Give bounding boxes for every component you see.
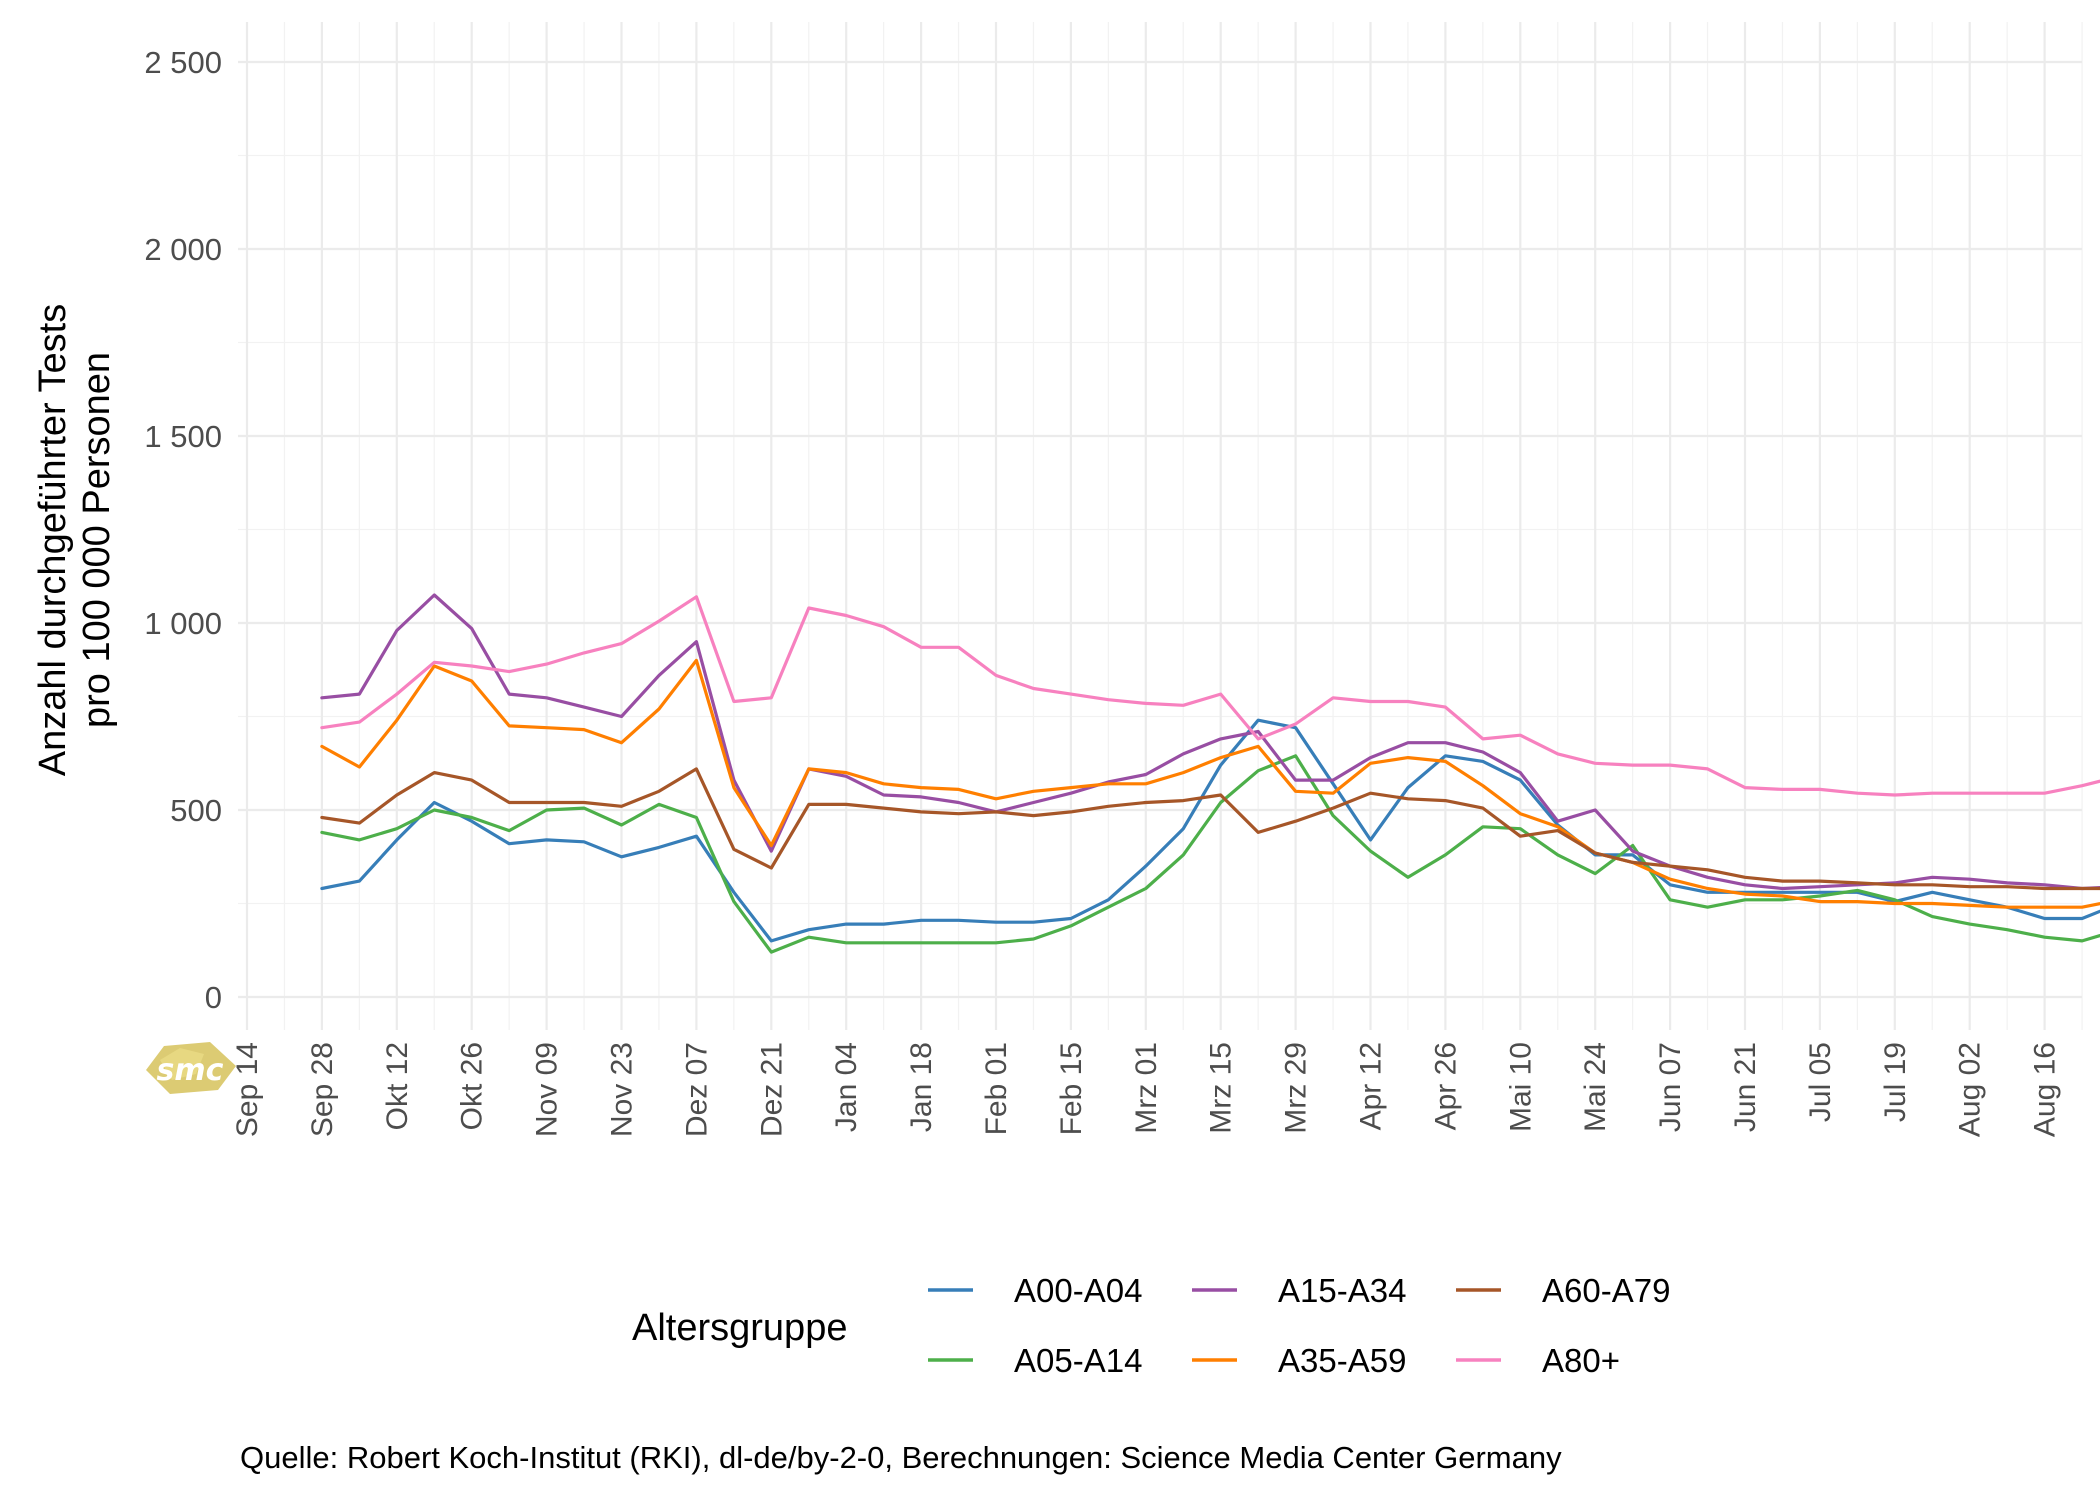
series-line-a35-a59	[320, 658, 2100, 909]
x-tick-label: Sep 28	[306, 1042, 339, 1137]
x-tick-label: Dez 07	[680, 1042, 713, 1137]
legend-label: A05-A14	[1014, 1342, 1142, 1379]
x-tick-label: Aug 16	[2029, 1042, 2062, 1137]
x-tick-label: Jun 07	[1654, 1042, 1687, 1132]
x-tick-label: Sep 14	[231, 1042, 264, 1137]
y-tick-label: 2 000	[144, 232, 222, 267]
smc-logo: smc	[146, 1042, 236, 1094]
x-tick-label: Mai 10	[1504, 1042, 1537, 1132]
x-tick-label: Apr 12	[1355, 1042, 1388, 1130]
legend-label: A60-A79	[1542, 1272, 1670, 1309]
y-axis-label-line: Anzahl durchgeführter Tests	[32, 304, 74, 776]
x-tick-label: Feb 15	[1055, 1042, 1088, 1135]
source-caption: Quelle: Robert Koch-Institut (RKI), dl-d…	[240, 1440, 1562, 1475]
x-tick-label: Jan 04	[830, 1042, 863, 1132]
y-tick-label: 1 500	[144, 419, 222, 454]
y-tick-label: 1 000	[144, 606, 222, 641]
series-line-a15-a34	[320, 593, 2100, 891]
x-tick-label: Mrz 15	[1205, 1042, 1238, 1134]
y-axis-label-line: pro 100 000 Personen	[76, 352, 118, 728]
x-tick-label: Jul 05	[1804, 1042, 1837, 1122]
x-tick-label: Apr 26	[1429, 1042, 1462, 1130]
series-lines	[320, 593, 2100, 954]
x-tick-label: Dez 21	[755, 1042, 788, 1137]
series-line-a60-a79	[320, 767, 2100, 891]
legend-label: A15-A34	[1278, 1272, 1406, 1309]
y-axis-label: Anzahl durchgeführter Testspro 100 000 P…	[32, 304, 118, 776]
x-tick-label: Aug 02	[1954, 1042, 1987, 1137]
series-line-a80-	[320, 595, 2100, 797]
legend-label: A80+	[1542, 1342, 1620, 1379]
y-tick-label: 0	[205, 980, 222, 1015]
x-tick-label: Jun 21	[1729, 1042, 1762, 1132]
major-gridlines	[238, 22, 2082, 1030]
x-tick-label: Jan 18	[905, 1042, 938, 1132]
minor-gridlines	[238, 22, 2083, 1030]
x-tick-label: Okt 26	[456, 1042, 489, 1130]
y-tick-label: 500	[170, 793, 222, 828]
x-tick-label: Jul 19	[1879, 1042, 1912, 1122]
series-line-a05-a14	[320, 754, 2100, 954]
x-tick-label: Mai 24	[1579, 1042, 1612, 1132]
x-tick-label: Nov 23	[606, 1042, 639, 1137]
x-tick-label: Okt 12	[381, 1042, 414, 1130]
x-tick-label: Mrz 29	[1280, 1042, 1313, 1134]
x-tick-label: Feb 01	[980, 1042, 1013, 1135]
legend: A00-A04 A05-A14 A15-A34 A35-A59 A60-A79 A80+	[928, 1272, 1670, 1379]
y-tick-label: 2 500	[144, 45, 222, 80]
x-tick-label: Nov 09	[531, 1042, 564, 1137]
x-tick-label: Mrz 01	[1130, 1042, 1163, 1134]
y-axis-ticks: 0 500 1 000 1 500 2 000 2 500	[144, 45, 222, 1015]
svg-text:smc: smc	[157, 1053, 224, 1088]
legend-label: A35-A59	[1278, 1342, 1406, 1379]
legend-label: A00-A04	[1014, 1272, 1142, 1309]
legend-title: Altersgruppe	[632, 1307, 847, 1349]
x-axis-ticks: Sep 14 Sep 28 Okt 12 Okt 26 Nov 09 Nov 23 Dez …	[231, 1042, 2062, 1137]
series-line-a00-a04	[320, 718, 2100, 943]
